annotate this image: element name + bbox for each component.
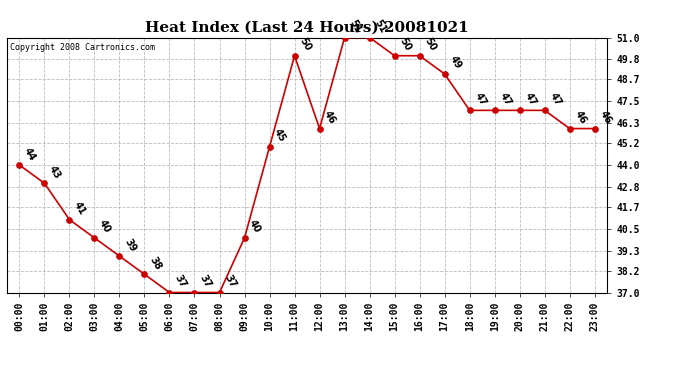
Title: Heat Index (Last 24 Hours) 20081021: Heat Index (Last 24 Hours) 20081021 xyxy=(145,21,469,35)
Text: 41: 41 xyxy=(72,200,88,217)
Text: 51: 51 xyxy=(347,18,363,35)
Text: 45: 45 xyxy=(273,128,288,144)
Text: 38: 38 xyxy=(147,255,163,272)
Text: 51: 51 xyxy=(373,18,388,35)
Text: 37: 37 xyxy=(197,273,213,290)
Text: 50: 50 xyxy=(297,36,313,53)
Text: 46: 46 xyxy=(322,109,337,126)
Text: 39: 39 xyxy=(122,237,137,253)
Text: 47: 47 xyxy=(497,91,513,108)
Text: 49: 49 xyxy=(447,54,463,71)
Text: 40: 40 xyxy=(247,218,263,235)
Text: 40: 40 xyxy=(97,218,112,235)
Text: 47: 47 xyxy=(522,91,538,108)
Text: 37: 37 xyxy=(222,273,237,290)
Text: 47: 47 xyxy=(547,91,563,108)
Text: 47: 47 xyxy=(473,91,488,108)
Text: Copyright 2008 Cartronics.com: Copyright 2008 Cartronics.com xyxy=(10,43,155,52)
Text: 46: 46 xyxy=(573,109,588,126)
Text: 46: 46 xyxy=(598,109,613,126)
Text: 44: 44 xyxy=(22,146,37,162)
Text: 43: 43 xyxy=(47,164,63,180)
Text: 50: 50 xyxy=(422,36,437,53)
Text: 37: 37 xyxy=(172,273,188,290)
Text: 50: 50 xyxy=(397,36,413,53)
